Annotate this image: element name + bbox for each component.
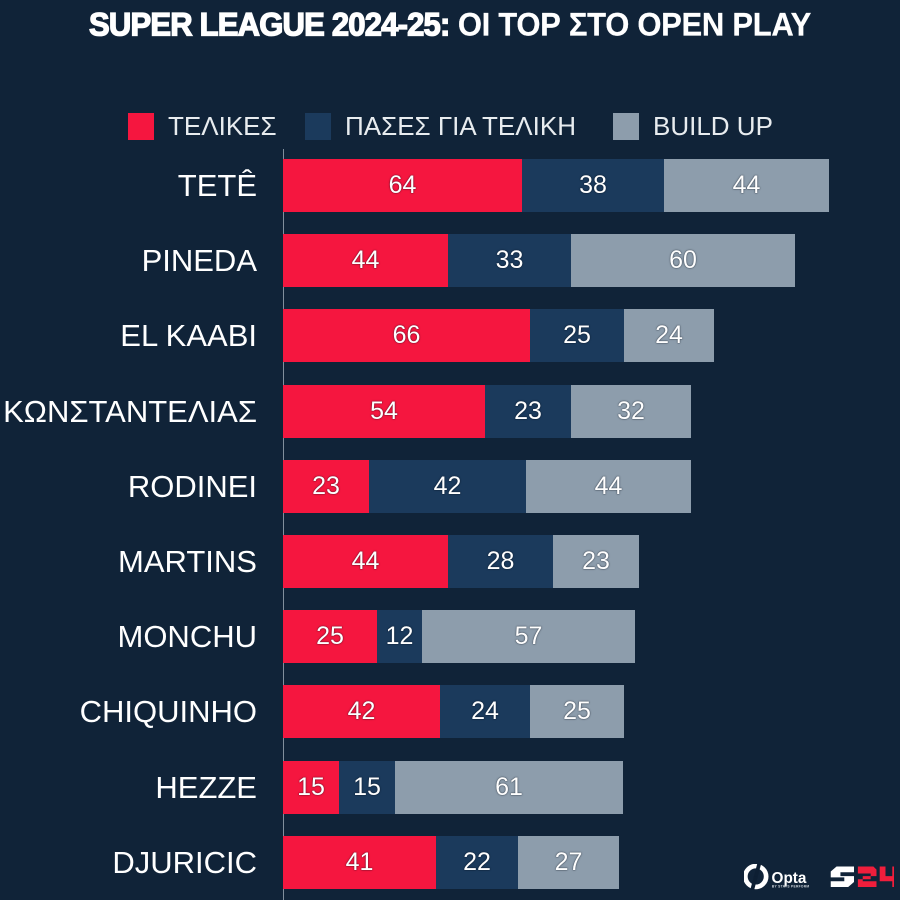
svg-text:BY STATS PERFORM: BY STATS PERFORM (772, 885, 810, 889)
